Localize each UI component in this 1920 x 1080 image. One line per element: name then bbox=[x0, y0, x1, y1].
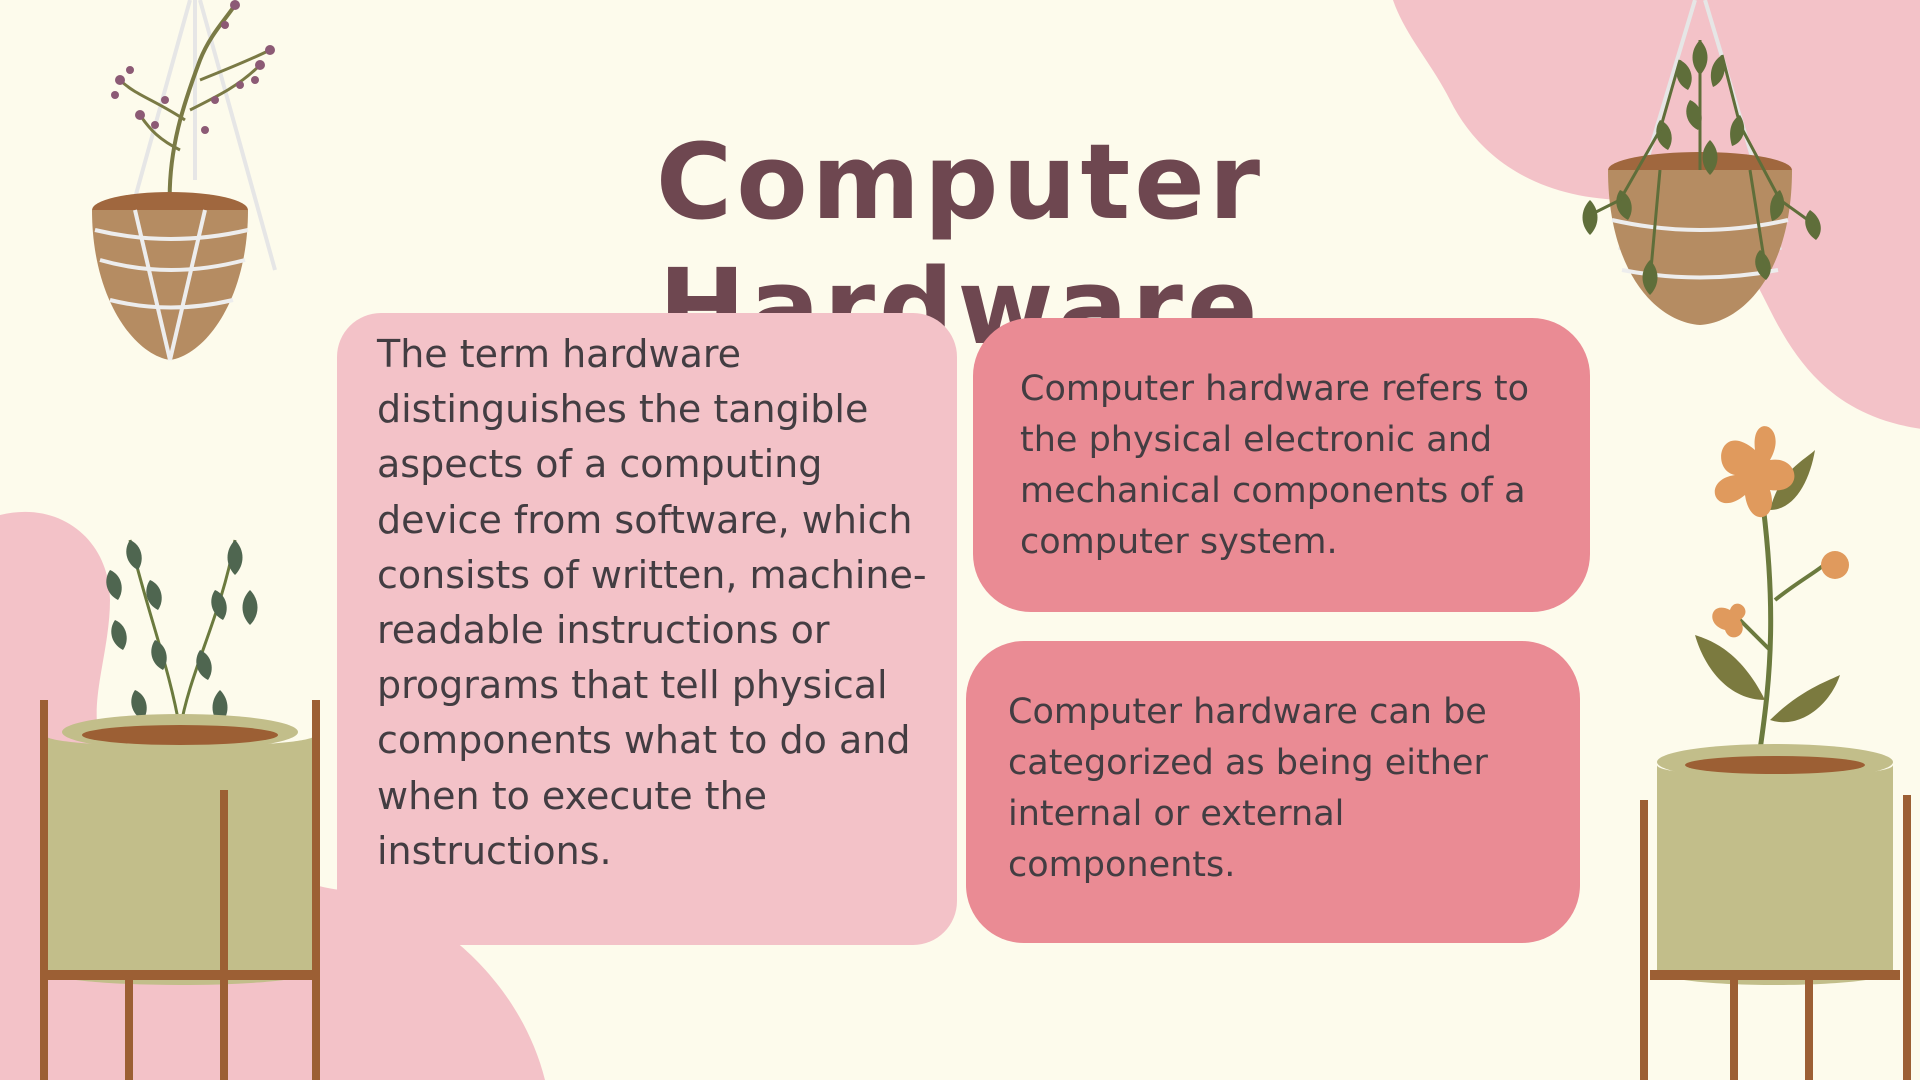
pink-blob-top-right bbox=[1392, 0, 1920, 429]
info-card-left: The term hardware distinguishes the tang… bbox=[337, 313, 957, 945]
hanging-flower-plant-icon bbox=[92, 0, 277, 361]
potted-vine-plant-icon bbox=[40, 539, 320, 1080]
info-card-right-top: Computer hardware refers to the physical… bbox=[973, 318, 1590, 612]
info-card-right-bottom: Computer hardware can be categorized as … bbox=[966, 641, 1580, 943]
hanging-ivy-plant-icon bbox=[1582, 0, 1821, 325]
potted-flower-plant-icon bbox=[1640, 426, 1911, 1080]
